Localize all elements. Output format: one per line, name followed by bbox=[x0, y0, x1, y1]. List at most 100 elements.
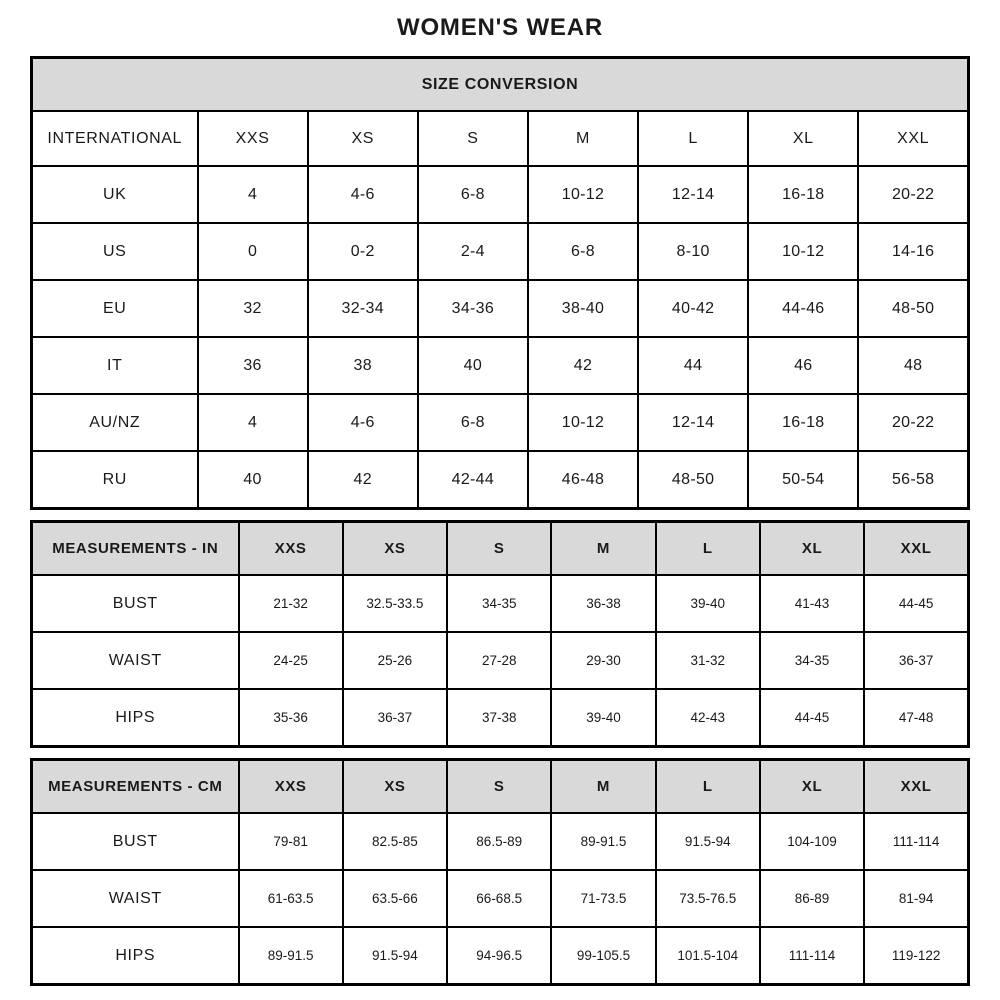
value-cell: 24-25 bbox=[237, 631, 344, 690]
column-header: L bbox=[654, 758, 761, 814]
value-cell: 48-50 bbox=[637, 450, 750, 510]
value-cell: 32-34 bbox=[306, 279, 419, 338]
value-cell: 6-8 bbox=[416, 165, 529, 224]
value-cell: 56-58 bbox=[857, 450, 970, 510]
column-header: XL bbox=[747, 110, 860, 167]
value-cell: 4 bbox=[196, 165, 309, 224]
value-cell: 46 bbox=[747, 336, 860, 395]
column-header-row: MEASUREMENTS - IN XXS XS S M L XL XXL bbox=[30, 520, 970, 576]
row-label: AU/NZ bbox=[30, 393, 199, 452]
value-cell: 32 bbox=[196, 279, 309, 338]
table-row: HIPS 35-36 36-37 37-38 39-40 42-43 44-45 47-48 bbox=[30, 688, 970, 748]
value-cell: 66-68.5 bbox=[446, 869, 553, 928]
value-cell: 39-40 bbox=[550, 688, 657, 748]
column-header: S bbox=[446, 758, 553, 814]
value-cell: 94-96.5 bbox=[446, 926, 553, 986]
value-cell: 42 bbox=[306, 450, 419, 510]
row-label: BUST bbox=[30, 574, 240, 633]
value-cell: 41-43 bbox=[758, 574, 866, 633]
table-row: US 0 0-2 2-4 6-8 8-10 10-12 14-16 bbox=[30, 222, 970, 281]
column-header: M bbox=[550, 520, 657, 576]
value-cell: 21-32 bbox=[237, 574, 344, 633]
column-header: L bbox=[654, 520, 761, 576]
value-cell: 71-73.5 bbox=[550, 869, 657, 928]
table-title-cell: MEASUREMENTS - CM bbox=[30, 758, 240, 814]
value-cell: 86.5-89 bbox=[446, 812, 553, 871]
value-cell: 12-14 bbox=[637, 393, 750, 452]
value-cell: 2-4 bbox=[416, 222, 529, 281]
value-cell: 0 bbox=[196, 222, 309, 281]
value-cell: 44 bbox=[637, 336, 750, 395]
table-title-cell: MEASUREMENTS - IN bbox=[30, 520, 240, 576]
value-cell: 101.5-104 bbox=[654, 926, 761, 986]
value-cell: 50-54 bbox=[747, 450, 860, 510]
value-cell: 35-36 bbox=[237, 688, 344, 748]
column-header: M bbox=[550, 758, 657, 814]
table-row: WAIST 61-63.5 63.5-66 66-68.5 71-73.5 73.5-76… bbox=[30, 869, 970, 928]
table-row: WAIST 24-25 25-26 27-28 29-30 31-32 34-35 36-37 bbox=[30, 631, 970, 690]
row-label: HIPS bbox=[30, 688, 240, 748]
value-cell: 99-105.5 bbox=[550, 926, 657, 986]
value-cell: 36-38 bbox=[550, 574, 657, 633]
value-cell: 27-28 bbox=[446, 631, 553, 690]
table-row: HIPS 89-91.5 91.5-94 94-96.5 99-105.5 101.5-1… bbox=[30, 926, 970, 986]
value-cell: 63.5-66 bbox=[341, 869, 449, 928]
value-cell: 29-30 bbox=[550, 631, 657, 690]
column-header: XL bbox=[758, 520, 866, 576]
column-header: S bbox=[416, 110, 529, 167]
value-cell: 38-40 bbox=[526, 279, 640, 338]
value-cell: 36-37 bbox=[341, 688, 449, 748]
value-cell: 6-8 bbox=[416, 393, 529, 452]
value-cell: 10-12 bbox=[747, 222, 860, 281]
value-cell: 81-94 bbox=[863, 869, 970, 928]
page-title: WOMEN'S WEAR bbox=[397, 14, 603, 41]
column-header: XXS bbox=[196, 110, 309, 167]
value-cell: 111-114 bbox=[863, 812, 970, 871]
value-cell: 48 bbox=[857, 336, 970, 395]
value-cell: 36 bbox=[196, 336, 309, 395]
table-row: AU/NZ 4 4-6 6-8 10-12 12-14 16-18 20-22 bbox=[30, 393, 970, 452]
value-cell: 10-12 bbox=[526, 165, 640, 224]
column-header: XS bbox=[306, 110, 419, 167]
row-label: US bbox=[30, 222, 199, 281]
value-cell: 16-18 bbox=[747, 393, 860, 452]
value-cell: 42-43 bbox=[654, 688, 761, 748]
column-header: M bbox=[526, 110, 640, 167]
value-cell: 44-46 bbox=[747, 279, 860, 338]
row-label: WAIST bbox=[30, 869, 240, 928]
row-label: UK bbox=[30, 165, 199, 224]
column-header: XXL bbox=[863, 520, 970, 576]
column-header: XXL bbox=[857, 110, 970, 167]
measurements-cm-table: MEASUREMENTS - CM XXS XS S M L XL XXL BUST 79-81 8… bbox=[30, 758, 970, 986]
row-label: BUST bbox=[30, 812, 240, 871]
value-cell: 91.5-94 bbox=[654, 812, 761, 871]
value-cell: 111-114 bbox=[758, 926, 866, 986]
value-cell: 37-38 bbox=[446, 688, 553, 748]
column-header: L bbox=[637, 110, 750, 167]
table-row: BUST 21-32 32.5-33.5 34-35 36-38 39-40 41-43 44… bbox=[30, 574, 970, 633]
row-label: RU bbox=[30, 450, 199, 510]
value-cell: 36-37 bbox=[863, 631, 970, 690]
value-cell: 20-22 bbox=[857, 393, 970, 452]
value-cell: 42 bbox=[526, 336, 640, 395]
row-label: HIPS bbox=[30, 926, 240, 986]
value-cell: 4 bbox=[196, 393, 309, 452]
value-cell: 79-81 bbox=[237, 812, 344, 871]
value-cell: 16-18 bbox=[747, 165, 860, 224]
table-header-band: SIZE CONVERSION bbox=[30, 56, 970, 112]
row-label: IT bbox=[30, 336, 199, 395]
value-cell: 61-63.5 bbox=[237, 869, 344, 928]
table-row: UK 4 4-6 6-8 10-12 12-14 16-18 20-22 bbox=[30, 165, 970, 224]
row-label: WAIST bbox=[30, 631, 240, 690]
value-cell: 44-45 bbox=[863, 574, 970, 633]
value-cell: 73.5-76.5 bbox=[654, 869, 761, 928]
value-cell: 46-48 bbox=[526, 450, 640, 510]
column-header: XXS bbox=[237, 758, 344, 814]
value-cell: 4-6 bbox=[306, 393, 419, 452]
value-cell: 34-36 bbox=[416, 279, 529, 338]
value-cell: 40-42 bbox=[637, 279, 750, 338]
value-cell: 32.5-33.5 bbox=[341, 574, 449, 633]
value-cell: 89-91.5 bbox=[550, 812, 657, 871]
value-cell: 86-89 bbox=[758, 869, 866, 928]
value-cell: 42-44 bbox=[416, 450, 529, 510]
